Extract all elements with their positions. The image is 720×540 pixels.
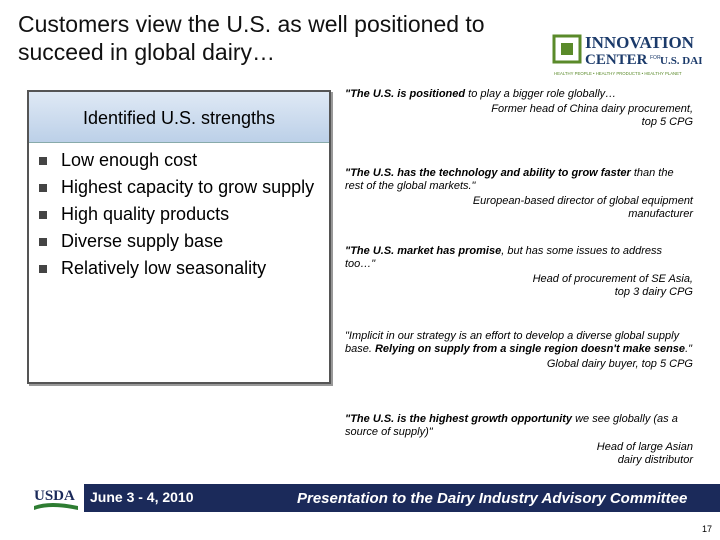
attribution-line: Head of procurement of SE Asia, — [532, 273, 693, 285]
slide-title: Customers view the U.S. as well position… — [18, 10, 485, 66]
strength-item: High quality products — [37, 201, 322, 228]
logo-text: CENTER — [585, 52, 648, 68]
quote-text: "Implicit in our strategy is an effort t… — [345, 330, 693, 356]
strengths-list: Low enough cost Highest capacity to grow … — [37, 147, 322, 282]
usda-text: USDA — [34, 488, 75, 504]
footer-event: Presentation to the Dairy Industry Advis… — [297, 490, 688, 507]
quote: "The U.S. has the technology and ability… — [345, 167, 693, 221]
logo-text: INNOVATION — [585, 33, 695, 52]
quote-text: "The U.S. is the highest growth opportun… — [345, 413, 693, 439]
strengths-header: Identified U.S. strengths — [29, 92, 329, 143]
attribution: Global dairy buyer, top 5 CPG — [345, 358, 693, 371]
footer-bar — [84, 484, 720, 512]
attribution: European-based director of global equipm… — [345, 195, 693, 221]
title-line: succeed in global dairy… — [18, 39, 275, 65]
quote-part: "The U.S. market has promise — [345, 245, 502, 257]
attribution-line: dairy distributor — [617, 454, 693, 466]
quote-part: "The U.S. is positioned — [345, 88, 466, 100]
quote: "The U.S. market has promise, but has so… — [345, 245, 693, 299]
quote-part: to play a bigger role globally… — [465, 88, 617, 100]
attribution-line: Head of large Asian — [596, 441, 693, 453]
quote-part: "The U.S. is the highest growth opportun… — [345, 413, 573, 425]
attribution-line: manufacturer — [628, 208, 693, 220]
quote-part: Relying on supply from a single region d… — [374, 343, 686, 355]
quote-part: "Implicit in our strategy is an effort t… — [345, 330, 680, 355]
attribution-line: Former head of China dairy procurement, — [491, 103, 693, 115]
quote-part: than the rest of the global markets." — [345, 167, 674, 192]
footer-date: June 3 - 4, 2010 — [90, 489, 194, 505]
logo-icon — [552, 34, 582, 64]
attribution: Head of large Asian dairy distributor — [345, 441, 693, 467]
strength-item: Diverse supply base — [37, 228, 322, 255]
quote: "Implicit in our strategy is an effort t… — [345, 330, 693, 371]
usda-logo: USDA — [34, 488, 78, 510]
strengths-box: Identified U.S. strengths Low enough cos… — [27, 90, 331, 384]
logo: INNOVATION CENTER FOR U.S. DAIRY. HEALTH… — [552, 33, 702, 76]
strength-item: Relatively low seasonality — [37, 255, 322, 282]
attribution-line: top 3 dairy CPG — [614, 286, 693, 298]
usda-swoosh — [34, 503, 78, 510]
attribution-line: Global dairy buyer, top 5 CPG — [546, 358, 693, 370]
attribution: Head of procurement of SE Asia, top 3 dai… — [345, 273, 693, 299]
logo-tagline: HEALTHY PEOPLE • HEALTHY PRODUCTS • HEAL… — [554, 71, 682, 76]
attribution: Former head of China dairy procurement, t… — [345, 103, 693, 129]
quote-text: "The U.S. is positioned to play a bigger… — [345, 88, 693, 101]
quote: "The U.S. is the highest growth opportun… — [345, 413, 693, 467]
quote-part: "The U.S. has the technology and ability… — [345, 167, 631, 179]
quote-text: "The U.S. has the technology and ability… — [345, 167, 693, 193]
logo-text: U.S. DAIRY. — [660, 55, 702, 67]
attribution-line: top 5 CPG — [641, 116, 693, 128]
quote-part: , but has some issues to address too…" — [345, 245, 663, 270]
strength-item: Highest capacity to grow supply — [37, 174, 322, 201]
attribution-line: European-based director of global equipm… — [472, 195, 693, 207]
quote-part: we see globally (as a source of supply)" — [345, 413, 678, 438]
quote: "The U.S. is positioned to play a bigger… — [345, 88, 693, 129]
quote-part: ." — [685, 343, 693, 355]
quote-text: "The U.S. market has promise, but has so… — [345, 245, 693, 271]
page-number: 17 — [701, 524, 712, 534]
title-line: Customers view the U.S. as well position… — [18, 11, 485, 37]
logo-text: FOR — [650, 55, 661, 61]
strength-item: Low enough cost — [37, 147, 322, 174]
